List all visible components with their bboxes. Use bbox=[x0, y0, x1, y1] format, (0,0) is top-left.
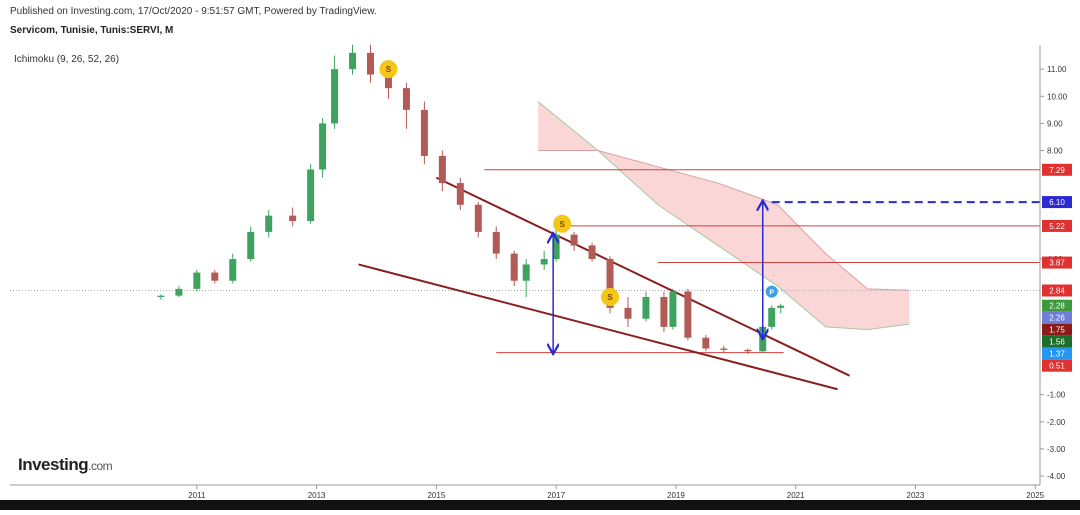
candle-body bbox=[420, 109, 428, 156]
x-tick-label: 2013 bbox=[308, 491, 326, 500]
candle-body bbox=[175, 288, 183, 296]
price-label-box bbox=[1042, 311, 1072, 324]
x-tick-label: 2011 bbox=[188, 491, 206, 500]
price-label: 1.37 bbox=[1049, 350, 1065, 359]
y-tick-label: -2.00 bbox=[1047, 418, 1066, 427]
price-label-box bbox=[1042, 347, 1072, 360]
event-badge bbox=[379, 60, 398, 79]
price-label: 6.10 bbox=[1049, 198, 1065, 207]
price-label: 2.84 bbox=[1049, 286, 1065, 295]
y-tick-label: 11.00 bbox=[1047, 65, 1067, 74]
candle-body bbox=[684, 291, 692, 338]
indicator: Ichimoku (9, 26, 52, 26) bbox=[14, 54, 119, 65]
candle-body bbox=[540, 259, 548, 265]
candle-body bbox=[331, 69, 339, 124]
price-label-box bbox=[1042, 335, 1072, 348]
price-label-box bbox=[1042, 196, 1072, 209]
x-tick-label: 2025 bbox=[1026, 491, 1044, 500]
candle-body bbox=[522, 264, 530, 281]
logo: Investing.com bbox=[18, 455, 113, 474]
y-tick-label: -1.00 bbox=[1047, 391, 1066, 400]
price-label-box bbox=[1042, 299, 1072, 312]
candle-body bbox=[384, 74, 392, 89]
candle-body bbox=[777, 305, 785, 308]
candle-body bbox=[570, 234, 578, 246]
event-label: S bbox=[607, 293, 613, 302]
price-label: 2.26 bbox=[1049, 314, 1065, 323]
candle-body bbox=[768, 307, 776, 327]
event-label: P bbox=[769, 290, 774, 297]
candle-body bbox=[307, 169, 315, 222]
candle-body bbox=[660, 297, 668, 327]
price-label: 3.87 bbox=[1049, 259, 1065, 268]
price-label-box bbox=[1042, 256, 1072, 269]
trendline bbox=[358, 263, 838, 391]
candle-body bbox=[702, 337, 710, 349]
candle-body bbox=[669, 291, 677, 327]
candle-body bbox=[510, 253, 518, 281]
event-label: S bbox=[386, 65, 392, 74]
trendline bbox=[435, 176, 851, 377]
span-a bbox=[537, 101, 910, 331]
published: Published on Investing.com, 17/Oct/2020 … bbox=[10, 6, 377, 17]
candle-body bbox=[402, 88, 410, 110]
logo-suffix: .com bbox=[88, 459, 113, 473]
cloud bbox=[538, 101, 910, 330]
span-b bbox=[538, 150, 910, 291]
candle-body bbox=[438, 155, 446, 184]
candle-body bbox=[349, 52, 357, 70]
price-label-box bbox=[1042, 163, 1072, 176]
candle-body bbox=[229, 259, 237, 281]
candle-body bbox=[367, 52, 374, 75]
plot: 11.0010.009.008.004.00-1.00-2.00-3.00-4.… bbox=[10, 44, 1072, 500]
price-label: 1.75 bbox=[1049, 326, 1065, 335]
price-label: 2.28 bbox=[1049, 302, 1065, 311]
candle-body bbox=[157, 295, 165, 298]
price-label: 7.29 bbox=[1049, 166, 1065, 175]
candle-body bbox=[211, 272, 219, 281]
price-label-box bbox=[1042, 359, 1072, 372]
x-tick-label: 2015 bbox=[427, 491, 445, 500]
candle-body bbox=[492, 231, 500, 254]
y-tick-label: -4.00 bbox=[1047, 472, 1066, 481]
candle-body bbox=[319, 123, 327, 170]
event-badge bbox=[765, 285, 778, 298]
y-tick-label: 10.00 bbox=[1047, 92, 1068, 101]
price-label: 1.56 bbox=[1049, 338, 1065, 347]
y-tick-label: -3.00 bbox=[1047, 445, 1066, 454]
candle-body bbox=[247, 231, 255, 260]
candle-body bbox=[474, 204, 482, 232]
candle-body bbox=[744, 349, 752, 352]
price-label-box bbox=[1042, 284, 1072, 297]
candle-body bbox=[624, 307, 632, 319]
symbol: Servicom, Tunisie, Tunis:SERVI, M bbox=[10, 25, 173, 36]
x-tick-label: 2019 bbox=[667, 491, 685, 500]
candle-body bbox=[588, 245, 596, 260]
price-label: 0.51 bbox=[1049, 362, 1065, 371]
candle-body bbox=[456, 183, 464, 205]
x-tick-label: 2023 bbox=[907, 491, 925, 500]
candle-body bbox=[642, 297, 650, 319]
logo-brand: Investing bbox=[18, 455, 88, 474]
candle-body bbox=[720, 348, 728, 350]
candle-body bbox=[265, 215, 273, 232]
x-tick-label: 2017 bbox=[547, 491, 565, 500]
price-label: 5.22 bbox=[1049, 222, 1065, 231]
y-tick-label: 8.00 bbox=[1047, 147, 1063, 156]
price-label-box bbox=[1042, 323, 1072, 336]
candle-body bbox=[606, 259, 614, 308]
x-tick-label: 2021 bbox=[787, 491, 805, 500]
event-badge bbox=[553, 214, 572, 233]
candle-body bbox=[289, 215, 297, 222]
candle-body bbox=[193, 272, 201, 289]
y-tick-label: 9.00 bbox=[1047, 119, 1063, 128]
price-label-box bbox=[1042, 219, 1072, 232]
event-label: S bbox=[559, 220, 565, 229]
event-badge bbox=[601, 288, 620, 307]
bottom-bar bbox=[0, 500, 1080, 510]
